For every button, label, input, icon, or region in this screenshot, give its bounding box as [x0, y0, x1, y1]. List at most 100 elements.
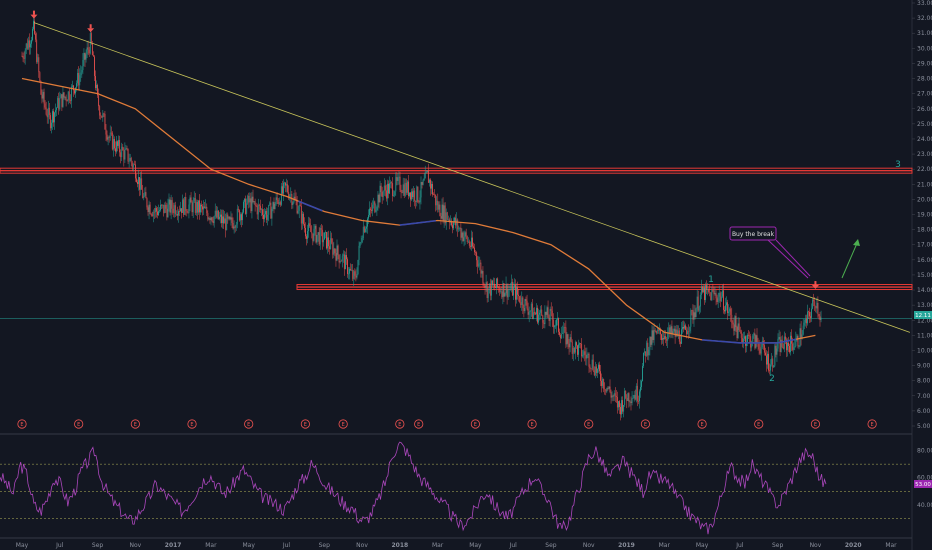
x-tick-label: Jul: [282, 542, 291, 549]
candle-body: [715, 293, 717, 299]
candle-body: [773, 365, 775, 368]
candle-body: [513, 286, 514, 296]
candle-body: [21, 55, 23, 57]
candle-body: [393, 195, 395, 196]
candle-body: [106, 134, 108, 140]
candle-body: [577, 345, 578, 355]
candle-body: [674, 328, 676, 337]
candle-body: [370, 208, 371, 210]
candle-body: [178, 211, 179, 216]
earnings-label: E: [871, 422, 874, 428]
callout-text: Buy the break: [732, 231, 775, 238]
candle-body: [346, 255, 347, 260]
earnings-icon: [640, 419, 651, 429]
candle-body: [536, 307, 537, 315]
candle-body: [108, 137, 110, 138]
candle-body: [527, 308, 529, 315]
candle-body: [430, 179, 431, 189]
candle-body: [171, 200, 173, 209]
candle-body: [570, 337, 572, 342]
candle-body: [326, 232, 327, 249]
x-tick-label: Nov: [356, 542, 368, 549]
candle-body: [731, 314, 733, 323]
horizontal-levels: [0, 167, 913, 320]
candle-body: [240, 214, 241, 221]
candle-body: [500, 291, 502, 293]
candle-body: [46, 114, 48, 118]
candle-body: [138, 177, 139, 185]
candle-body: [655, 330, 657, 334]
candle-body: [335, 253, 337, 261]
candle-body: [432, 183, 433, 195]
candle-body: [775, 345, 777, 355]
candle-body: [691, 310, 693, 311]
earnings-icon: [395, 419, 405, 429]
candle-body: [312, 233, 314, 241]
candle-body: [740, 331, 742, 338]
candle-body: [670, 326, 672, 334]
candle-body: [653, 330, 655, 341]
candle-body: [396, 177, 398, 181]
candle-body: [102, 113, 104, 118]
candle-body: [725, 305, 726, 312]
earnings-icon: [470, 419, 480, 429]
candle-body: [345, 255, 346, 270]
candle-body: [27, 40, 29, 49]
candle-body: [816, 302, 818, 309]
candle-body: [465, 232, 467, 237]
candle-body: [444, 205, 446, 224]
candle-body: [352, 269, 354, 279]
candle-body: [22, 56, 24, 59]
candle-body: [81, 70, 83, 73]
callout: Buy the break: [729, 226, 811, 279]
candle-body: [452, 225, 453, 229]
candle-body: [784, 336, 786, 340]
candle-body: [294, 196, 296, 199]
candle-body: [163, 204, 165, 214]
candle-body: [464, 232, 466, 238]
candle-body: [609, 386, 611, 393]
candle-body: [242, 212, 243, 221]
x-tick-label: 2020: [845, 542, 862, 549]
candle-body: [769, 370, 770, 372]
candle-body: [89, 33, 91, 54]
candle-body: [599, 364, 600, 372]
candle-body: [619, 401, 620, 407]
candle-body: [556, 319, 557, 326]
candle-body: [380, 185, 382, 193]
candle-body: [394, 191, 396, 196]
candle-body: [77, 72, 79, 84]
candle-body: [160, 204, 161, 211]
candle-body: [483, 283, 485, 286]
candle-body: [531, 303, 533, 319]
candle-body: [308, 223, 310, 232]
candle-body: [232, 222, 234, 229]
candle-body: [697, 296, 699, 311]
candle-body: [31, 40, 32, 44]
candle-body: [499, 287, 501, 292]
x-tick-label: May: [469, 542, 482, 549]
earnings-label: E: [304, 422, 307, 428]
candle-body: [311, 232, 313, 234]
candle-body: [799, 328, 801, 347]
candle-body: [378, 194, 380, 203]
candle-body: [321, 229, 323, 243]
candle-body: [211, 217, 213, 221]
candle-body: [332, 242, 334, 255]
candle-body: [457, 219, 459, 230]
candle-body: [425, 172, 427, 173]
candle-body: [37, 57, 39, 62]
candle-body: [520, 302, 522, 306]
candle-body: [634, 395, 636, 400]
candle-body: [325, 232, 326, 233]
candle-body: [436, 200, 438, 206]
candle-body: [220, 214, 221, 217]
candle-body: [498, 286, 500, 288]
candle-body: [654, 330, 656, 331]
candle-body: [91, 43, 93, 56]
candle-body: [147, 207, 149, 213]
candle-body: [427, 170, 429, 183]
candle-body: [663, 338, 664, 340]
